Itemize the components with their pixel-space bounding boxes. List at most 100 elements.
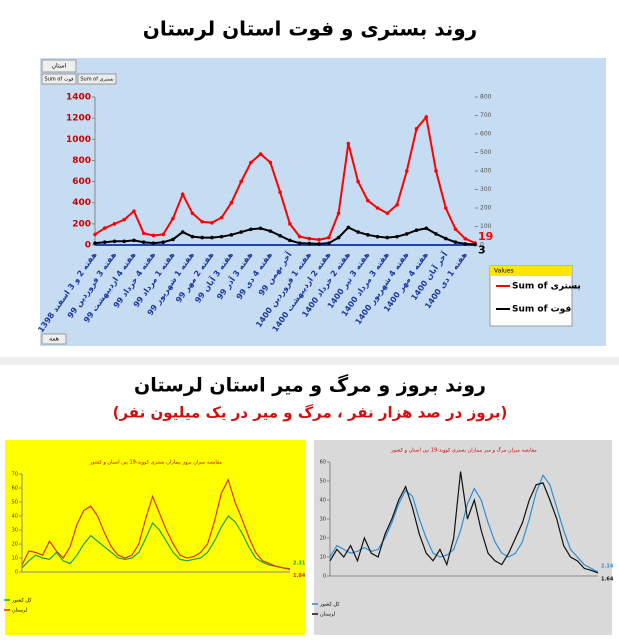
y-tick-label: 40 xyxy=(320,498,326,504)
end-label: 3 xyxy=(478,243,486,256)
point xyxy=(93,241,97,245)
y2-tick-label: 200 xyxy=(480,205,492,212)
point xyxy=(171,216,175,221)
point xyxy=(404,169,409,173)
y-tick-label: 0 xyxy=(85,241,91,251)
y-tick-label: 70 xyxy=(12,472,18,478)
point xyxy=(317,237,321,242)
legend-label: Sum of بستری xyxy=(512,282,581,292)
point xyxy=(112,239,117,244)
legend-header xyxy=(490,266,572,276)
point xyxy=(180,230,185,234)
point xyxy=(258,152,263,156)
point xyxy=(375,206,380,210)
y2-tick-label: 400 xyxy=(480,168,492,175)
y-tick-label: 400 xyxy=(72,198,91,208)
legend-title: Values xyxy=(494,268,514,275)
chart-title: مقایسه میزان مرگ و میر بیماران بستری کوو… xyxy=(390,447,537,454)
y2-tick-label: 800 xyxy=(480,94,492,101)
point xyxy=(414,228,419,232)
point xyxy=(366,233,370,237)
legend-label: لرستان xyxy=(320,612,336,618)
point xyxy=(385,235,390,240)
chart-title: مقایسه میزان بروز بیماران بستری کووید-19… xyxy=(89,460,223,466)
series-line xyxy=(21,477,291,571)
point xyxy=(151,241,156,245)
point xyxy=(288,222,292,226)
point xyxy=(375,234,380,239)
y-tick-label: 60 xyxy=(320,460,326,466)
y-tick-label: 0 xyxy=(323,574,326,580)
y2-tick-label: 100 xyxy=(480,223,492,230)
point xyxy=(453,227,458,231)
y-tick-label: 10 xyxy=(12,556,18,562)
point xyxy=(385,211,390,216)
point xyxy=(102,240,107,245)
chart-bg xyxy=(314,440,612,635)
point xyxy=(210,221,214,225)
end-label: 2.14 xyxy=(601,563,614,569)
field-button[interactable] xyxy=(77,73,117,85)
point xyxy=(297,241,302,245)
point xyxy=(229,200,234,205)
end-label: 19 xyxy=(478,230,493,243)
point xyxy=(346,141,351,146)
y-tick-label: 600 xyxy=(72,177,91,187)
point xyxy=(307,236,312,241)
point xyxy=(132,238,136,243)
y-tick-label: 800 xyxy=(72,156,91,166)
series-line xyxy=(21,515,291,570)
axis-filter-button[interactable] xyxy=(41,333,67,345)
point xyxy=(141,231,146,236)
point xyxy=(151,233,156,238)
field-label: Sum of فوت xyxy=(45,77,75,83)
point xyxy=(268,160,273,165)
point xyxy=(278,233,282,238)
series-line xyxy=(329,474,599,573)
point xyxy=(258,226,263,231)
point xyxy=(180,192,185,197)
point xyxy=(249,227,253,232)
point xyxy=(239,230,243,234)
legend-label: کل کشور xyxy=(319,602,340,608)
end-label: 2.31 xyxy=(293,560,306,566)
point xyxy=(453,240,458,245)
point xyxy=(229,233,234,237)
end-label: 1.84 xyxy=(293,573,306,579)
y-tick-label: 1400 xyxy=(66,93,91,103)
point xyxy=(404,232,409,236)
point xyxy=(249,160,253,165)
chart-bg xyxy=(5,440,305,635)
series-line xyxy=(94,226,476,246)
point xyxy=(102,226,107,230)
point xyxy=(190,211,195,216)
legend-label: کل کشور xyxy=(11,598,32,604)
y-tick-label: 1200 xyxy=(66,114,91,124)
y-tick-label: 40 xyxy=(12,514,18,520)
point xyxy=(122,239,127,244)
point xyxy=(268,229,273,233)
y-tick-label: 1000 xyxy=(66,135,91,145)
field-label: Sum of بستری xyxy=(80,77,113,83)
point xyxy=(239,179,243,184)
point xyxy=(424,115,429,119)
series-line xyxy=(329,471,599,574)
point xyxy=(200,219,204,224)
point xyxy=(112,222,117,226)
point xyxy=(443,236,448,241)
point xyxy=(317,242,321,246)
point xyxy=(288,238,292,243)
field-button[interactable] xyxy=(41,73,77,85)
y-tick-label: 50 xyxy=(12,500,18,506)
series-line xyxy=(94,114,476,244)
point xyxy=(463,236,468,241)
y2-tick-label: 600 xyxy=(480,131,492,138)
point xyxy=(434,232,438,236)
section-title: روند بروز و مرگ و میر استان لرستان xyxy=(134,374,486,397)
filter-button[interactable] xyxy=(41,59,77,73)
point xyxy=(366,198,370,203)
point xyxy=(395,203,399,207)
point xyxy=(356,179,360,184)
